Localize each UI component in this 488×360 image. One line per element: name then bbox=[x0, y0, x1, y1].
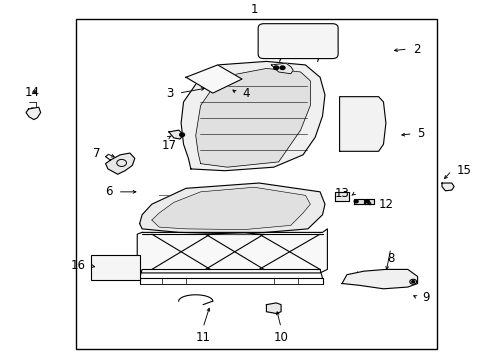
Text: 6: 6 bbox=[105, 185, 113, 198]
Text: 9: 9 bbox=[422, 291, 429, 304]
Circle shape bbox=[179, 133, 184, 136]
FancyBboxPatch shape bbox=[258, 24, 337, 59]
Text: 12: 12 bbox=[378, 198, 393, 211]
Polygon shape bbox=[152, 187, 310, 230]
Bar bbox=[76, 19, 436, 349]
Text: 10: 10 bbox=[273, 331, 288, 344]
Polygon shape bbox=[353, 199, 363, 204]
Polygon shape bbox=[195, 68, 310, 167]
Text: 5: 5 bbox=[417, 127, 424, 140]
Text: 8: 8 bbox=[386, 252, 394, 265]
Polygon shape bbox=[271, 63, 293, 74]
Circle shape bbox=[365, 200, 368, 203]
Polygon shape bbox=[339, 97, 385, 151]
Polygon shape bbox=[181, 62, 325, 171]
Text: 16: 16 bbox=[71, 260, 86, 273]
Polygon shape bbox=[441, 183, 453, 191]
Polygon shape bbox=[26, 107, 41, 120]
Circle shape bbox=[280, 66, 285, 69]
Polygon shape bbox=[137, 229, 327, 273]
Text: 13: 13 bbox=[334, 187, 348, 200]
Circle shape bbox=[353, 200, 357, 203]
Text: 15: 15 bbox=[456, 164, 470, 177]
Polygon shape bbox=[140, 183, 325, 234]
Text: 4: 4 bbox=[242, 87, 249, 100]
Polygon shape bbox=[185, 65, 242, 93]
Text: 1: 1 bbox=[250, 3, 258, 15]
Circle shape bbox=[411, 281, 414, 283]
Circle shape bbox=[273, 66, 278, 69]
Text: 11: 11 bbox=[195, 331, 210, 344]
Polygon shape bbox=[168, 130, 183, 139]
Polygon shape bbox=[334, 192, 348, 201]
Text: 2: 2 bbox=[412, 42, 419, 55]
Polygon shape bbox=[365, 199, 373, 204]
Polygon shape bbox=[341, 269, 417, 289]
Text: 14: 14 bbox=[25, 86, 40, 99]
Text: 17: 17 bbox=[161, 139, 176, 152]
Text: 7: 7 bbox=[93, 147, 101, 159]
Polygon shape bbox=[266, 303, 281, 314]
Text: 3: 3 bbox=[166, 87, 173, 100]
Bar bbox=[91, 255, 140, 280]
Polygon shape bbox=[105, 153, 135, 174]
